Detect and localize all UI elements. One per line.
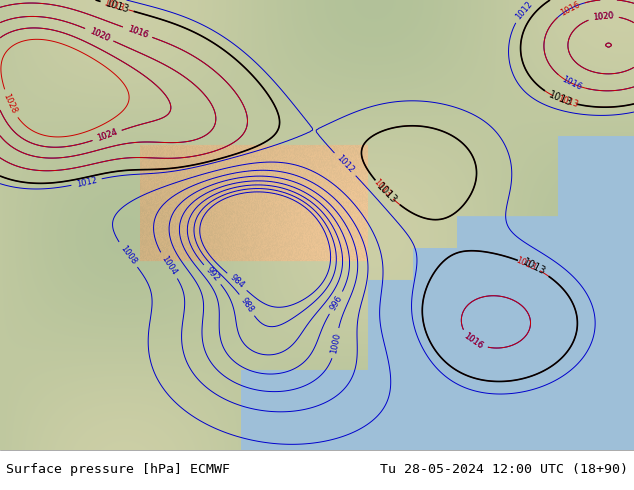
Text: 1012: 1012 (335, 154, 356, 175)
Text: 1008: 1008 (118, 244, 138, 266)
Text: 1004: 1004 (159, 254, 178, 277)
Text: 1016: 1016 (126, 24, 149, 40)
Text: 992: 992 (204, 266, 221, 284)
Text: 988: 988 (239, 296, 256, 314)
Text: 1000: 1000 (330, 332, 342, 354)
Text: Tu 28-05-2024 12:00 UTC (18+90): Tu 28-05-2024 12:00 UTC (18+90) (380, 464, 628, 476)
Text: 984: 984 (228, 273, 246, 291)
Text: 1024: 1024 (96, 128, 119, 143)
Text: 1024: 1024 (96, 128, 119, 143)
Text: 1013: 1013 (375, 181, 399, 205)
Text: 1016: 1016 (560, 74, 583, 92)
Text: 1013: 1013 (547, 90, 573, 108)
Text: 1016: 1016 (126, 24, 149, 40)
Text: 1020: 1020 (88, 26, 111, 43)
Text: 1013: 1013 (104, 0, 131, 15)
Text: 1016: 1016 (559, 0, 582, 18)
Text: 1013: 1013 (515, 255, 538, 272)
Text: 1020: 1020 (593, 11, 614, 22)
Text: 1020: 1020 (88, 26, 111, 43)
Text: 1016: 1016 (462, 332, 485, 351)
Text: 1013: 1013 (557, 94, 579, 109)
Text: 1012: 1012 (75, 175, 98, 189)
Text: 1012: 1012 (514, 0, 534, 21)
Text: Surface pressure [hPa] ECMWF: Surface pressure [hPa] ECMWF (6, 464, 230, 476)
Text: 1020: 1020 (593, 11, 614, 22)
Text: 1013: 1013 (102, 0, 125, 13)
Text: 1028: 1028 (2, 93, 18, 115)
Text: 996: 996 (328, 294, 344, 312)
Text: 1016: 1016 (462, 332, 485, 351)
Text: 1013: 1013 (372, 177, 392, 199)
Text: 1013: 1013 (521, 257, 547, 277)
